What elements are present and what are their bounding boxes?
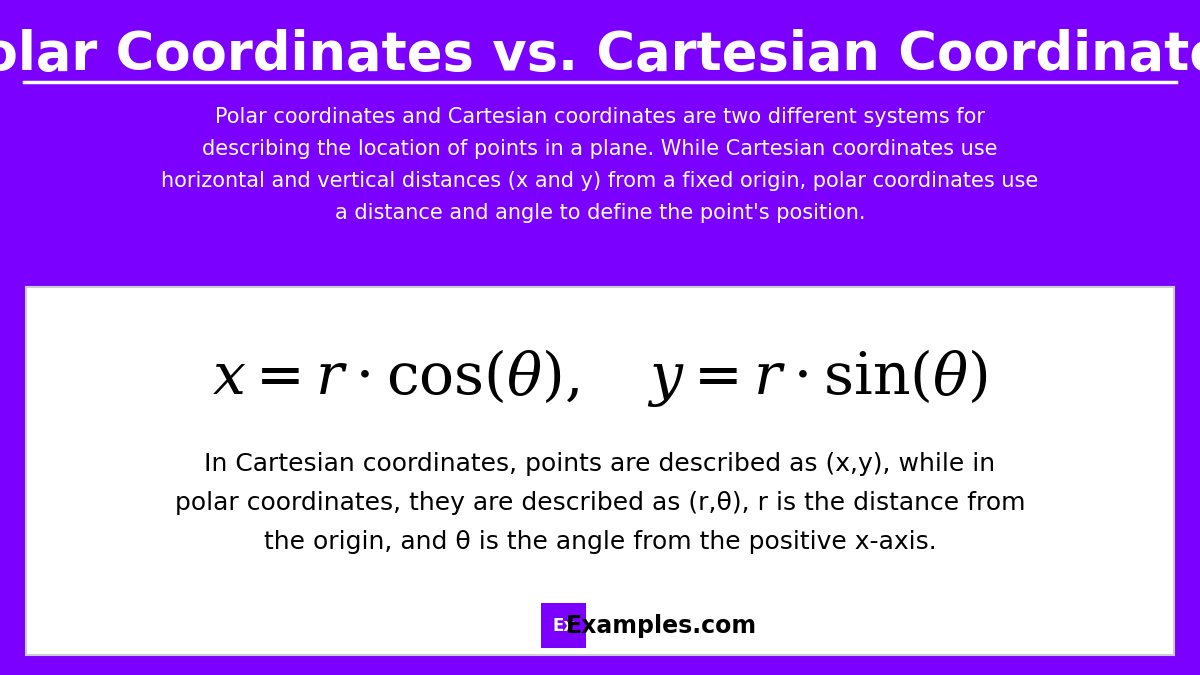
- Text: Polar Coordinates vs. Cartesian Coordinates: Polar Coordinates vs. Cartesian Coordina…: [0, 29, 1200, 82]
- Text: Examples.com: Examples.com: [565, 614, 757, 639]
- FancyBboxPatch shape: [26, 287, 1174, 655]
- Text: $x = r \cdot \cos(\theta), \quad y = r \cdot \sin(\theta)$: $x = r \cdot \cos(\theta), \quad y = r \…: [212, 347, 988, 409]
- FancyBboxPatch shape: [541, 603, 586, 648]
- Text: In Cartesian coordinates, points are described as (x,y), while in
polar coordina: In Cartesian coordinates, points are des…: [175, 452, 1025, 554]
- Text: Ex: Ex: [552, 618, 575, 635]
- Text: Polar coordinates and Cartesian coordinates are two different systems for
descri: Polar coordinates and Cartesian coordina…: [161, 107, 1039, 223]
